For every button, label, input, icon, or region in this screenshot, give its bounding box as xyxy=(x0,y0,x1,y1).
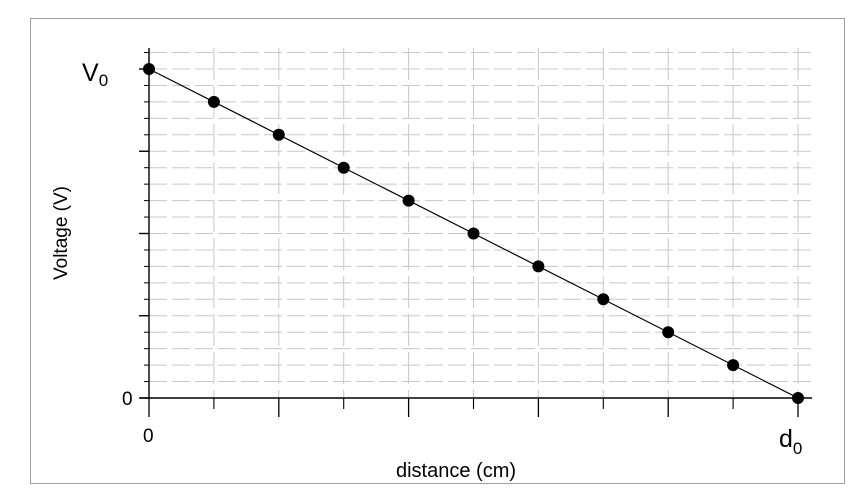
data-point xyxy=(337,161,350,174)
data-point xyxy=(272,128,285,141)
x-tick-label-end-sub: 0 xyxy=(793,439,802,458)
y-tick-label-top: V0 xyxy=(82,59,108,90)
x-tick-label-end-main: d xyxy=(779,425,793,453)
data-point xyxy=(662,326,675,339)
data-point xyxy=(532,260,545,273)
y-tick-label-top-sub: 0 xyxy=(99,71,108,90)
data-point xyxy=(792,392,804,404)
data-point xyxy=(207,95,220,108)
data-point xyxy=(727,359,740,372)
y-tick-label-bottom: 0 xyxy=(122,389,133,410)
data-point xyxy=(143,63,155,75)
data-point xyxy=(467,227,480,240)
x-axis-label: distance (cm) xyxy=(396,460,516,482)
y-axis-label: Voltage (V) xyxy=(51,186,72,280)
axes xyxy=(140,48,812,399)
chart-frame xyxy=(30,18,845,484)
data-point xyxy=(402,194,415,207)
data-point xyxy=(597,293,610,306)
grid xyxy=(149,48,812,398)
ticks xyxy=(139,52,799,417)
data-points xyxy=(143,63,804,404)
y-tick-label-top-main: V xyxy=(82,59,99,87)
x-tick-label-start: 0 xyxy=(143,426,154,447)
x-tick-label-end: d0 xyxy=(779,425,802,458)
